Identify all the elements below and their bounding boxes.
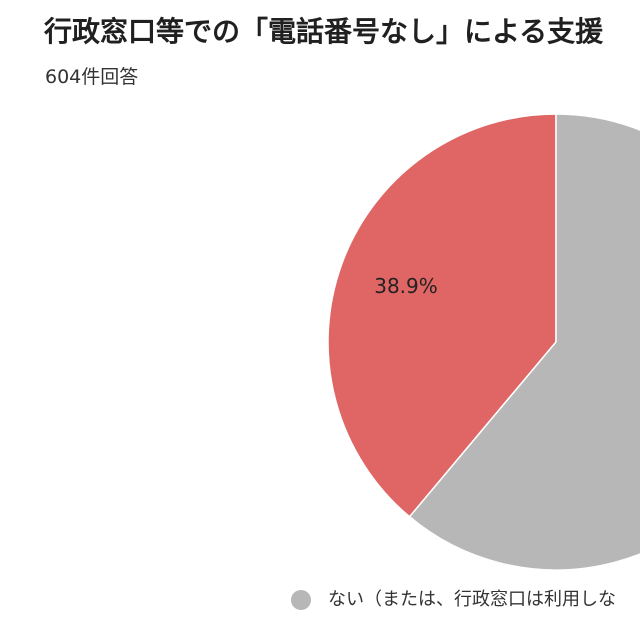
chart-subtitle: 604件回答 — [45, 66, 139, 88]
chart-title: 行政窓口等での「電話番号なし」による支援 — [44, 15, 604, 48]
slice-value-label-0: 38.9% — [374, 274, 438, 298]
legend-swatch — [291, 590, 311, 610]
legend-label: ない（または、行政窓口は利用しな — [328, 589, 616, 610]
pie-slice-0 — [327, 113, 557, 518]
legend: ない（または、行政窓口は利用しな — [291, 588, 616, 612]
pie-slice-1 — [408, 113, 640, 571]
